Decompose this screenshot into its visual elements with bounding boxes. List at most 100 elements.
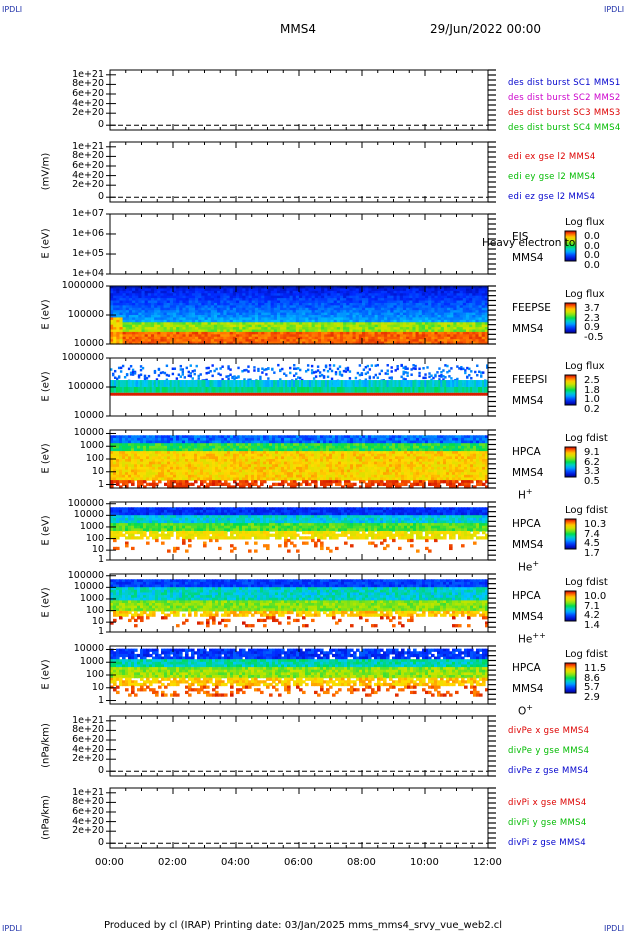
- panel-edi-e-frame: [109, 141, 489, 203]
- panel-hpca-o-colorbar-value: 5.7: [584, 682, 600, 693]
- panel-hpca-hepp-colorbar-value: 10.0: [584, 591, 607, 602]
- panel-hpca-hepp-species-charge: ++: [532, 630, 546, 640]
- panel-hpca-hepp-ytick: 10000: [73, 581, 104, 593]
- panel-hpca-o-ytick: 10000: [73, 643, 104, 655]
- corner-label-tl: IPDLI: [2, 5, 23, 14]
- panel-feepsi-colorbar-value: 1.8: [584, 384, 600, 396]
- panel-feepsi-colorbar-value: 2.5: [584, 375, 600, 386]
- panel-hpca-he-ytick: 10: [91, 544, 104, 556]
- panel-hpca-o-species: O+: [518, 702, 533, 718]
- panel-eis-frame: [109, 213, 489, 275]
- panel-hpca-h-species-charge: +: [525, 486, 533, 496]
- panel-eis-ytick: 1e+06: [72, 227, 104, 239]
- panel-edi-e-legend-1: edi ey gse l2 MMS4: [508, 172, 596, 182]
- panel-hpca-he-colorbar-title: Log fdist: [565, 505, 608, 516]
- panel-feepsi-ylabel: E (eV): [40, 371, 52, 402]
- panel-feepsi-spacecraft: MMS4: [512, 394, 544, 407]
- panel-divpi-frame: [109, 787, 489, 849]
- panel-hpca-o-colorbar-value: 2.9: [584, 691, 600, 703]
- panel-divpe-ytick: 0: [97, 765, 104, 777]
- panel-hpca-hepp-ylabel: E (eV): [40, 587, 52, 618]
- panel-hpca-o-instrument: HPCA: [512, 662, 541, 675]
- panel-hpca-he-spectrogram: [110, 507, 489, 553]
- panel-edi-e-legend-2: edi ez gse l2 MMS4: [508, 192, 596, 202]
- panel-feepsi-colorbar-title: Log flux: [565, 361, 605, 372]
- panel-edi-e-ytick: 8e+20: [72, 150, 104, 162]
- panel-divpi-ytick: 1e+21: [72, 786, 104, 798]
- panel-hpca-hepp-ytick: 10: [91, 616, 104, 628]
- panel-hpca-hepp-colorbar-title: Log fdist: [565, 577, 608, 588]
- panel-hpca-he-colorbar-value: 1.7: [584, 547, 600, 559]
- panel-des-dist-ytick: 2e+20: [72, 107, 104, 119]
- panel-divpe-legend-1: divPe y gse MMS4: [508, 746, 590, 756]
- panel-feepse-colorbar-value: 3.7: [584, 303, 600, 314]
- panel-edi-e-legend-0: edi ex gse l2 MMS4: [508, 152, 596, 162]
- panel-hpca-hepp-colorbar-value: 1.4: [584, 619, 600, 631]
- datetime-title: 29/Jun/2022 00:00: [430, 22, 542, 36]
- panel-divpi-legend-0: divPi x gse MMS4: [508, 798, 587, 808]
- panel-hpca-hepp-colorbar-value: 4.2: [584, 610, 600, 621]
- panel-divpi-legend-1: divPi y gse MMS4: [508, 818, 587, 828]
- panel-feepse-ytick: 10000: [73, 338, 104, 349]
- xaxis-tick-label: 04:00: [221, 857, 250, 868]
- panel-feepse-instrument: FEEPSE: [512, 302, 551, 315]
- panel-hpca-h-colorbar: [564, 446, 577, 478]
- footer-credit: Produced by cl (IRAP) Printing date: 03/…: [104, 920, 503, 931]
- panel-hpca-hepp-ytick: 1000: [79, 592, 104, 604]
- panel-hpca-hepp-spacecraft: MMS4: [512, 610, 544, 623]
- panel-des-dist-ytick: 0: [97, 119, 104, 131]
- panel-divpi-ytick: 2e+20: [72, 825, 104, 837]
- panel-hpca-o-spectrogram: [110, 648, 489, 697]
- panel-des-dist-ytick: 8e+20: [72, 78, 104, 90]
- panel-des-dist-legend-2: des dist burst SC3 MMS3: [508, 108, 621, 118]
- corner-label-br: IPDLI: [604, 924, 625, 933]
- panel-divpi-ytick: 4e+20: [72, 815, 104, 827]
- panel-hpca-h-ytick: 10: [91, 465, 104, 477]
- panel-des-dist-legend-3: des dist burst SC4 MMS4: [508, 123, 621, 133]
- panel-hpca-he-ytick: 10000: [73, 509, 104, 521]
- xaxis-tick-label: 00:00: [95, 857, 124, 868]
- corner-label-bl: IPDLI: [2, 924, 23, 933]
- panel-feepse-ylabel: E (eV): [40, 299, 52, 330]
- panel-feepsi-ytick: 1000000: [61, 352, 104, 363]
- panel-des-dist-ytick: 1e+21: [72, 68, 104, 80]
- panel-feepsi-ytick: 100000: [67, 381, 104, 392]
- panel-hpca-he-instrument: HPCA: [512, 518, 541, 531]
- panel-divpi-ytick: 0: [97, 837, 104, 849]
- panel-eis-overlay: Heavy electron to: [482, 237, 576, 249]
- panel-hpca-h-colorbar-title: Log fdist: [565, 433, 608, 444]
- panel-hpca-h-spectrogram: [110, 435, 489, 489]
- panel-hpca-hepp-ytick: 100000: [67, 569, 104, 581]
- panel-hpca-h-spacecraft: MMS4: [512, 466, 544, 479]
- panel-des-dist-legend-0: des dist burst SC1 MMS1: [508, 78, 621, 88]
- panel-feepse-colorbar: [564, 302, 577, 334]
- panel-hpca-o-colorbar-title: Log fdist: [565, 649, 608, 660]
- panel-hpca-h-colorbar-value: 3.3: [584, 466, 600, 477]
- panel-divpe-ytick: 8e+20: [72, 724, 104, 736]
- panel-hpca-he-ytick: 100000: [67, 497, 104, 509]
- panel-edi-e-ytick: 2e+20: [72, 179, 104, 191]
- panel-hpca-o-ylabel: E (eV): [40, 659, 52, 690]
- panel-eis-instrument: EIS: [512, 230, 529, 243]
- panel-feepse-spectrogram: [110, 286, 489, 345]
- panel-hpca-he-colorbar-value: 4.5: [584, 538, 600, 549]
- panel-hpca-h-ytick: 1000: [79, 440, 104, 452]
- panel-feepsi-instrument: FEEPSI: [512, 374, 548, 387]
- panel-edi-e-ytick: 6e+20: [72, 160, 104, 171]
- panel-eis-colorbar-title: Log flux: [565, 217, 605, 228]
- panel-eis-ytick: 1e+04: [72, 268, 104, 279]
- panel-hpca-hepp-ytick: 100: [85, 604, 104, 616]
- panel-hpca-o-colorbar: [564, 662, 577, 694]
- panel-hpca-he-colorbar: [564, 518, 577, 550]
- xaxis-tick-label: 12:00: [473, 857, 502, 868]
- panel-divpe-ytick: 2e+20: [72, 753, 104, 765]
- panel-hpca-hepp-species: He++: [518, 630, 546, 646]
- panel-hpca-o-colorbar-value: 8.6: [584, 672, 600, 684]
- panel-des-dist-ytick: 4e+20: [72, 97, 104, 109]
- panel-hpca-h-ytick: 100: [85, 453, 104, 464]
- panel-divpi-ylabel: (nPa/km): [40, 795, 52, 840]
- panel-divpe-frame: [109, 715, 489, 777]
- panel-feepsi-ytick: 10000: [73, 410, 104, 421]
- panel-eis-colorbar-value: 0.0: [584, 259, 600, 271]
- panel-edi-e-ytick: 4e+20: [72, 169, 104, 181]
